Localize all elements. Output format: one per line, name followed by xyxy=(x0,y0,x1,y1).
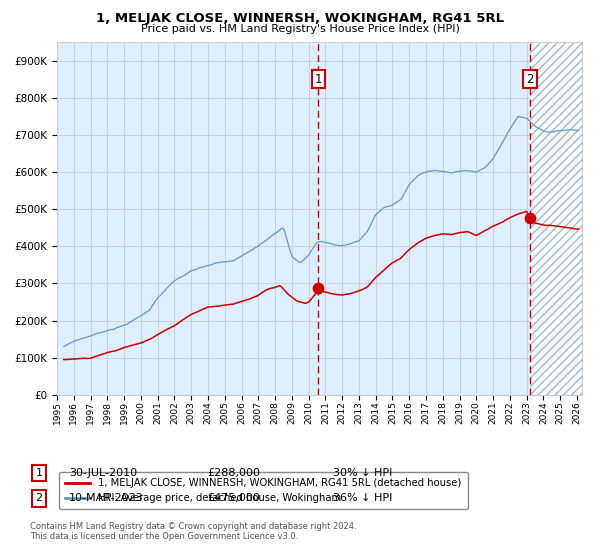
Point xyxy=(525,214,535,223)
Text: Price paid vs. HM Land Registry's House Price Index (HPI): Price paid vs. HM Land Registry's House … xyxy=(140,24,460,34)
Text: This data is licensed under the Open Government Licence v3.0.: This data is licensed under the Open Gov… xyxy=(30,532,298,541)
Point xyxy=(314,283,323,292)
Text: 10-MAR-2023: 10-MAR-2023 xyxy=(69,493,144,503)
Text: 1: 1 xyxy=(35,468,43,478)
Text: Contains HM Land Registry data © Crown copyright and database right 2024.: Contains HM Land Registry data © Crown c… xyxy=(30,522,356,531)
Text: £475,000: £475,000 xyxy=(207,493,260,503)
Text: 1: 1 xyxy=(314,73,322,86)
Text: 2: 2 xyxy=(526,73,533,86)
Legend: 1, MELJAK CLOSE, WINNERSH, WOKINGHAM, RG41 5RL (detached house), HPI: Average pr: 1, MELJAK CLOSE, WINNERSH, WOKINGHAM, RG… xyxy=(59,472,467,509)
Bar xyxy=(530,42,582,395)
Text: 30-JUL-2010: 30-JUL-2010 xyxy=(69,468,137,478)
Text: 2: 2 xyxy=(35,493,43,503)
Text: £288,000: £288,000 xyxy=(207,468,260,478)
Text: 36% ↓ HPI: 36% ↓ HPI xyxy=(333,493,392,503)
Text: 1, MELJAK CLOSE, WINNERSH, WOKINGHAM, RG41 5RL: 1, MELJAK CLOSE, WINNERSH, WOKINGHAM, RG… xyxy=(96,12,504,25)
Text: 30% ↓ HPI: 30% ↓ HPI xyxy=(333,468,392,478)
